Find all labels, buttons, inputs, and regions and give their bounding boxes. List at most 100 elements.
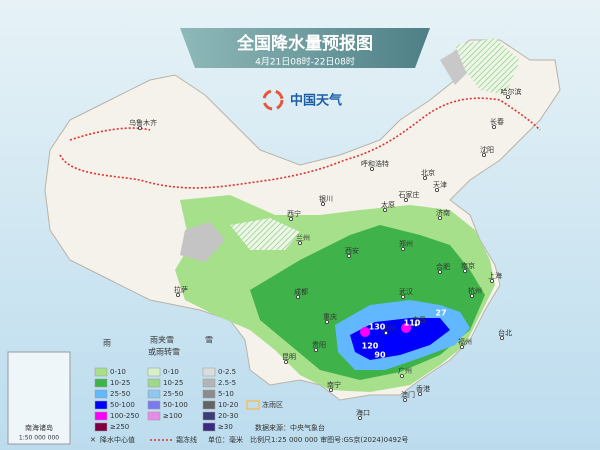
city-dot bbox=[313, 347, 318, 352]
city-dot bbox=[175, 292, 180, 297]
legend-swatch bbox=[94, 400, 108, 410]
city-label: 长春 bbox=[490, 117, 504, 126]
legend-swatch bbox=[147, 378, 161, 388]
legend-label: 0-2.5 bbox=[218, 368, 236, 376]
city-label: 兰州 bbox=[296, 233, 310, 242]
legend-label: 50-100 bbox=[163, 401, 188, 409]
city-label: 郑州 bbox=[399, 240, 413, 248]
city-dot bbox=[328, 387, 333, 392]
city-label: 杭州 bbox=[468, 286, 482, 295]
frost-label: 霜冻线 bbox=[176, 435, 197, 444]
city-dot bbox=[489, 278, 494, 283]
city-label: 西安 bbox=[345, 246, 359, 255]
legend-label: 25-50 bbox=[110, 390, 130, 398]
inset-scale: 1:50 000 000 bbox=[19, 435, 59, 442]
legend-title: 雨夹雪 bbox=[150, 335, 174, 345]
city-label: 乌鲁木齐 bbox=[129, 118, 157, 127]
city-label: 上海 bbox=[488, 271, 502, 280]
city-dot bbox=[369, 166, 374, 171]
city-dot bbox=[320, 201, 325, 206]
legend-label: 10-20 bbox=[218, 401, 238, 409]
city-label: 海口 bbox=[356, 408, 370, 417]
legend-swatch bbox=[94, 389, 108, 399]
city-dot bbox=[283, 359, 288, 364]
city-label: 澳门 bbox=[401, 390, 415, 399]
scale: 比例尺1:25 000 000 审图号:GS京(2024)0492号 bbox=[250, 435, 408, 444]
city-dot bbox=[499, 335, 504, 340]
legend-title: 雪 bbox=[205, 336, 213, 345]
legend-swatch bbox=[202, 378, 216, 388]
inset-title: 南海诸岛 bbox=[25, 423, 53, 432]
city-dot bbox=[403, 197, 408, 202]
legend-label: 10-25 bbox=[163, 379, 183, 387]
legend-title: 雨 bbox=[103, 339, 111, 348]
legend-label: ≥100 bbox=[163, 412, 182, 420]
city-dot bbox=[437, 269, 442, 274]
city-dot bbox=[462, 268, 467, 273]
city-label: 呼和浩特 bbox=[361, 159, 389, 168]
city-dot bbox=[422, 175, 427, 180]
legend-label: 0-10 bbox=[163, 368, 179, 376]
city-dot bbox=[297, 240, 302, 245]
city-label: 福州 bbox=[458, 337, 472, 346]
city-label: 重庆 bbox=[323, 312, 337, 321]
logo: 中国天气 bbox=[290, 93, 342, 109]
legend-swatch bbox=[94, 378, 108, 388]
city-label: 广州 bbox=[398, 366, 412, 375]
city-label: 贵阳 bbox=[312, 340, 326, 349]
legend-label: ≥30 bbox=[218, 423, 233, 431]
city-dot bbox=[491, 125, 496, 130]
city-label: 南昌 bbox=[412, 315, 426, 324]
city-label: 西宁 bbox=[287, 209, 301, 218]
legend-swatch bbox=[202, 367, 216, 377]
legend-swatch bbox=[202, 400, 216, 410]
legend-swatch bbox=[147, 400, 161, 410]
legend-swatch bbox=[94, 367, 108, 377]
city-dot bbox=[413, 322, 418, 327]
legend-swatch bbox=[147, 367, 161, 377]
frost-line bbox=[69, 127, 151, 141]
center-value: 130 bbox=[369, 323, 386, 332]
rainstorm-core bbox=[360, 327, 370, 337]
city-dot bbox=[137, 126, 142, 131]
city-label: 北京 bbox=[421, 168, 435, 177]
legend-swatch bbox=[202, 389, 216, 399]
city-dot bbox=[402, 397, 407, 402]
city-label: 南京 bbox=[461, 261, 475, 270]
city-label: 昆明 bbox=[282, 353, 296, 361]
center-value: 90 bbox=[374, 351, 386, 360]
center-label: 降水中心值 bbox=[100, 435, 135, 444]
rainstorm-core bbox=[401, 323, 411, 333]
city-dot bbox=[400, 246, 405, 251]
sleet-area bbox=[455, 38, 520, 95]
city-label: 天津 bbox=[433, 181, 447, 189]
city-dot bbox=[346, 253, 351, 258]
city-dot bbox=[357, 415, 362, 420]
legend-swatch bbox=[94, 411, 108, 421]
city-dot bbox=[324, 319, 329, 324]
logo-icon bbox=[262, 89, 284, 111]
title: 全国降水量预报图 bbox=[236, 33, 373, 54]
city-dot bbox=[288, 216, 293, 221]
legend-label: 冻雨区 bbox=[262, 400, 283, 409]
snow-area bbox=[180, 222, 225, 262]
legend-label: 50-100 bbox=[110, 401, 135, 409]
city-label: 武汉 bbox=[399, 287, 413, 296]
city-dot bbox=[399, 373, 404, 378]
city-label: 成都 bbox=[294, 287, 308, 296]
city-label: 石家庄 bbox=[399, 190, 420, 199]
city-label: 合肥 bbox=[436, 262, 450, 271]
city-label: 拉萨 bbox=[174, 285, 188, 294]
city-dot bbox=[437, 215, 442, 220]
legend-label: 2.5-5 bbox=[218, 379, 236, 387]
city-label: 南宁 bbox=[327, 380, 341, 389]
legend-swatch bbox=[94, 422, 108, 432]
legend-label: 5-10 bbox=[218, 390, 234, 398]
center-symbol: ✕ bbox=[90, 436, 96, 444]
city-dot bbox=[434, 187, 439, 192]
center-value: 120 bbox=[362, 342, 379, 351]
center-value: 27 bbox=[435, 309, 446, 318]
inset-frame bbox=[7, 351, 71, 445]
city-dot bbox=[459, 344, 464, 349]
